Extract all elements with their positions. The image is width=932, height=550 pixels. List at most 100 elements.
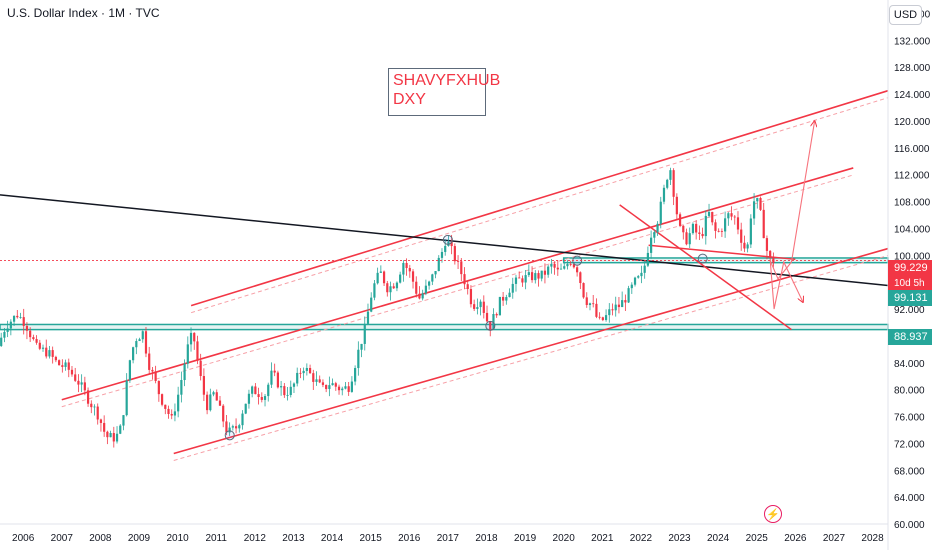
candle-body xyxy=(437,257,440,272)
candle-body xyxy=(527,272,530,276)
candle-body xyxy=(164,404,167,409)
candle-body xyxy=(199,360,202,377)
candle-body xyxy=(411,271,415,282)
y-tick-label: 68.000 xyxy=(894,466,925,477)
candle-body xyxy=(70,369,74,375)
candle-body xyxy=(598,316,601,318)
candle-body xyxy=(521,278,524,283)
candle-body xyxy=(489,321,492,330)
candle-body xyxy=(395,282,399,289)
candle-body xyxy=(267,384,270,397)
candle-body xyxy=(58,360,61,366)
last-price-tag: 99.229 xyxy=(888,260,932,276)
candle-body xyxy=(743,242,746,249)
currency-selector[interactable]: USD xyxy=(889,5,922,25)
candle-body xyxy=(746,244,749,249)
candle-body xyxy=(193,332,196,342)
candle-body xyxy=(492,314,495,330)
middle-channel xyxy=(61,167,854,401)
candle-body xyxy=(678,214,682,226)
candle-body xyxy=(662,187,666,202)
candle-body xyxy=(608,309,611,316)
level-tag-upper: 99.131 xyxy=(888,290,932,306)
candle-body xyxy=(611,309,614,311)
candle-body xyxy=(312,373,315,382)
candle-body xyxy=(440,251,444,258)
candle-body xyxy=(740,229,743,243)
x-tick-label: 2018 xyxy=(475,533,498,544)
candle-body xyxy=(225,421,228,433)
candle-body xyxy=(132,347,135,361)
candle-body xyxy=(83,382,86,391)
y-tick-label: 120.000 xyxy=(894,117,931,128)
upper-channel xyxy=(190,89,889,307)
candle-body xyxy=(80,382,83,385)
candle-body xyxy=(453,246,456,262)
candle-body xyxy=(701,233,704,237)
candle-body xyxy=(405,262,408,269)
candle-body xyxy=(328,385,331,390)
candle-body xyxy=(724,218,727,232)
candle-body xyxy=(614,304,617,311)
touch-marker xyxy=(485,320,496,331)
forecast-up xyxy=(769,121,814,280)
candle-body xyxy=(659,201,662,224)
candle-body xyxy=(61,365,64,367)
candle-body xyxy=(421,293,424,299)
candle-body xyxy=(141,331,144,340)
candle-body xyxy=(344,386,347,389)
candle-body xyxy=(90,403,93,408)
candle-body xyxy=(64,362,67,367)
candle-body xyxy=(765,238,769,251)
candle-body xyxy=(234,426,238,429)
candle-body xyxy=(6,328,9,332)
candle-body xyxy=(357,349,360,369)
candle-body xyxy=(280,386,283,388)
upper-channel-offset xyxy=(190,97,889,314)
candle-body xyxy=(769,250,772,258)
candle-body xyxy=(106,431,109,438)
candle-body xyxy=(276,372,279,388)
x-tick-label: 2006 xyxy=(12,533,35,544)
candle-body xyxy=(466,284,469,290)
candle-body xyxy=(29,330,32,338)
candle-body xyxy=(67,362,70,370)
candle-body xyxy=(518,277,521,279)
candle-body xyxy=(595,303,598,317)
candle-body xyxy=(376,272,379,284)
candle-body xyxy=(711,211,714,223)
candle-body xyxy=(257,394,260,398)
candle-body xyxy=(601,317,604,321)
candle-body xyxy=(392,286,395,289)
candle-body xyxy=(283,386,286,396)
x-tick-label: 2022 xyxy=(630,533,653,544)
candle-body xyxy=(9,321,12,329)
candle-body xyxy=(138,339,141,342)
candle-body xyxy=(582,283,585,298)
candle-body xyxy=(77,380,80,385)
candle-body xyxy=(238,425,241,429)
candle-body xyxy=(3,331,6,338)
candle-body xyxy=(691,223,695,234)
candle-body xyxy=(241,413,244,426)
candle-body xyxy=(524,275,527,283)
candle-body xyxy=(630,284,633,289)
candle-body xyxy=(289,386,292,395)
y-tick-label: 84.000 xyxy=(894,359,925,370)
y-tick-label: 80.000 xyxy=(894,386,925,397)
touch-marker xyxy=(697,253,708,264)
candle-body xyxy=(273,370,276,373)
candle-body xyxy=(604,315,608,321)
x-tick-label: 2010 xyxy=(166,533,189,544)
candle-body xyxy=(685,232,688,245)
candle-body xyxy=(231,426,234,428)
candle-body xyxy=(402,262,405,275)
y-tick-label: 124.000 xyxy=(894,90,931,101)
candle-body xyxy=(12,315,16,322)
flash-icon[interactable]: ⚡ xyxy=(764,505,782,523)
candle-body xyxy=(756,198,759,202)
candles xyxy=(0,167,775,448)
candle-body xyxy=(125,380,128,416)
x-tick-label: 2028 xyxy=(861,533,884,544)
